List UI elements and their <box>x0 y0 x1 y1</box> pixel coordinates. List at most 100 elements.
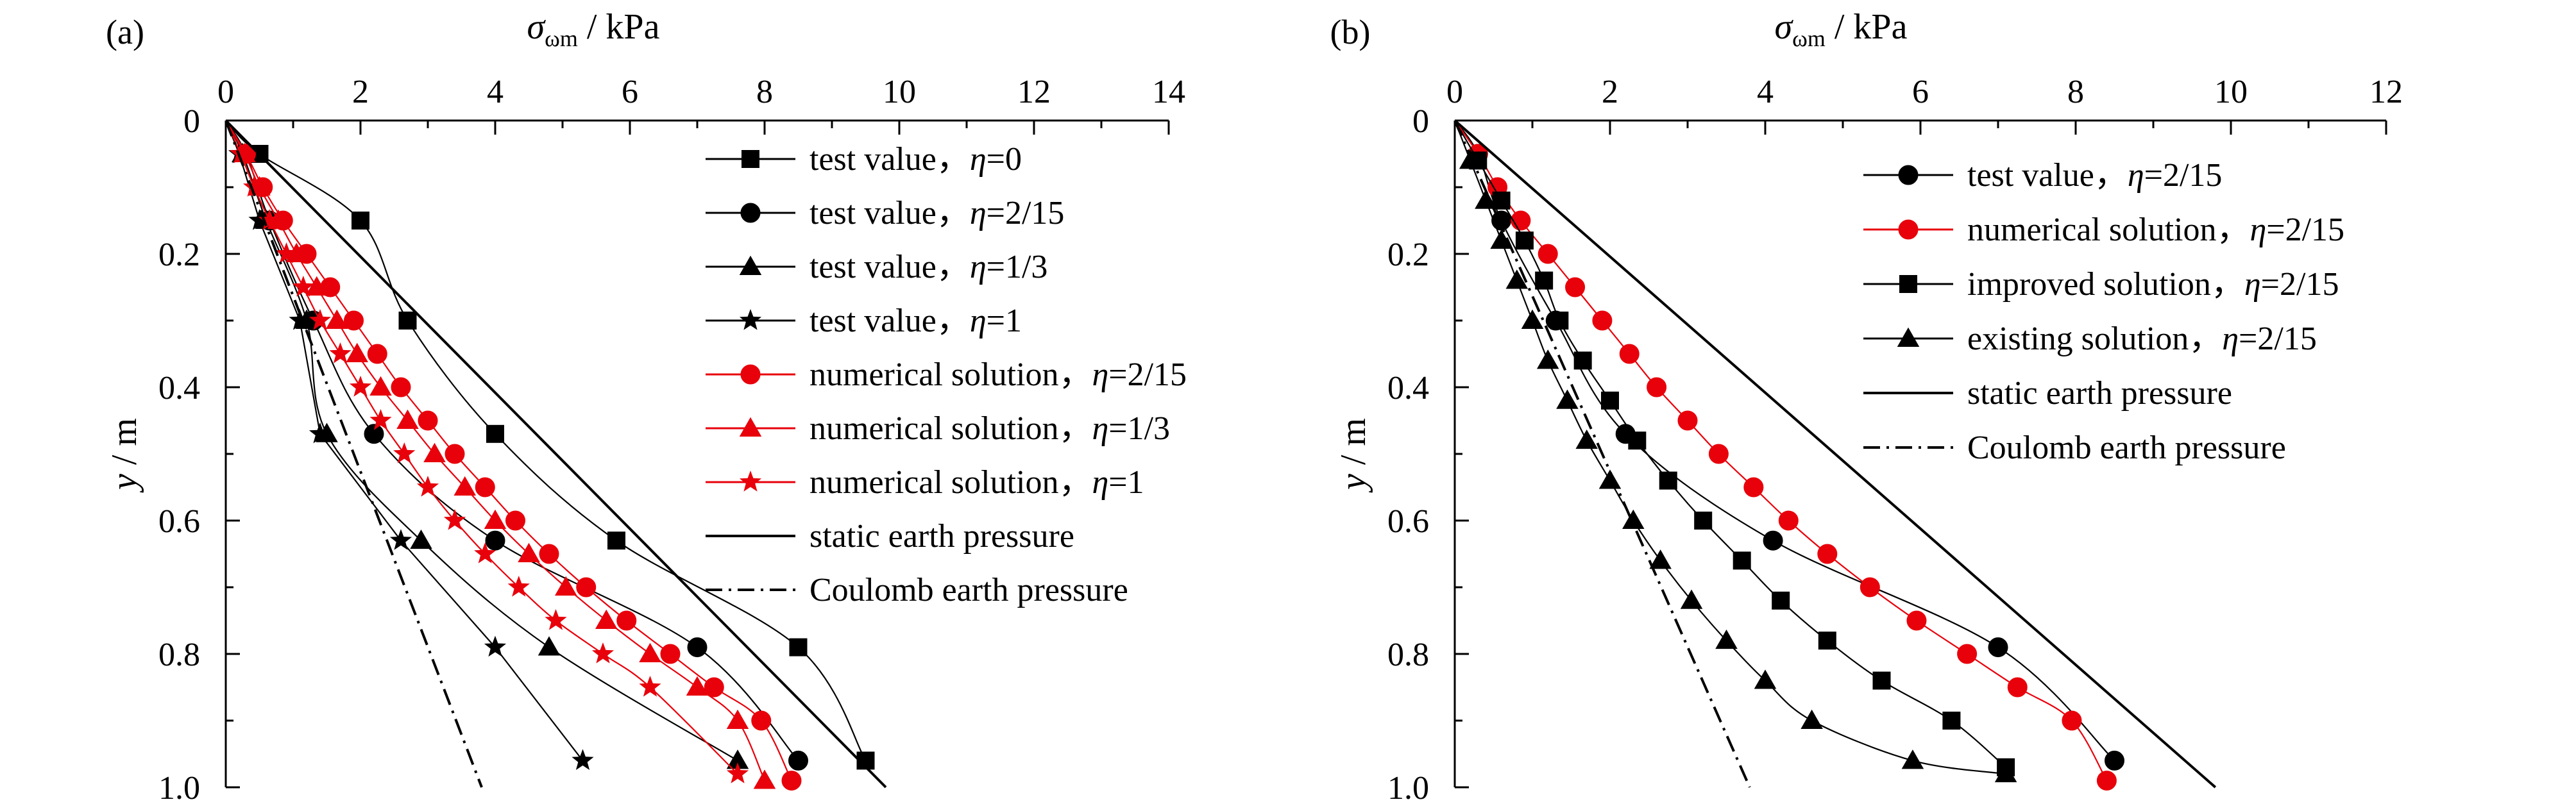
legend-item: Coulomb earth pressure <box>706 572 1128 608</box>
legend-label: Coulomb earth pressure <box>1967 430 2286 466</box>
legend-label: improved solution，η=2/15 <box>1967 266 2339 303</box>
series-line <box>1455 121 2006 774</box>
legend-label: test value，η=0 <box>809 141 1022 178</box>
data-point <box>1772 592 1790 610</box>
data-point <box>1818 544 1837 564</box>
legend-swatch-marker <box>1897 328 1920 347</box>
data-point <box>1958 644 1977 664</box>
data-point <box>506 511 525 530</box>
data-point <box>538 636 561 655</box>
plot-area <box>226 121 886 790</box>
y-tick-label: 0.8 <box>158 637 200 673</box>
data-point <box>555 576 577 596</box>
data-point <box>2008 678 2027 697</box>
y-tick-label: 0.2 <box>158 237 200 273</box>
data-point <box>1860 578 1879 597</box>
legend-label: numerical solution，η=2/15 <box>809 356 1187 393</box>
legend-swatch-marker <box>741 203 760 222</box>
y-tick-label: 0.8 <box>1387 637 1429 673</box>
data-point <box>1538 244 1557 263</box>
data-point <box>1873 672 1891 690</box>
data-point <box>688 638 707 657</box>
data-point <box>790 639 808 656</box>
x-tick-label: 2 <box>352 74 369 110</box>
y-tick-label: 0.4 <box>158 370 200 406</box>
data-point <box>1550 312 1568 330</box>
x-axis-title: σωm / kPa <box>1775 7 1908 51</box>
series-line <box>226 121 738 760</box>
legend-swatch-marker <box>1899 220 1918 239</box>
data-point <box>1744 478 1763 497</box>
legend-label: numerical solution，η=1/3 <box>809 410 1170 447</box>
legend-item: test value，η=1/3 <box>706 249 1047 285</box>
series-static-earth-pressure <box>226 121 886 787</box>
data-point <box>486 531 505 550</box>
figure-canvas: (a) σωm / kPay / m0 2 4 6 8 10 12 1400.20.40.60.… <box>0 0 2576 811</box>
data-point <box>1601 392 1619 410</box>
data-point <box>1521 310 1544 329</box>
legend-item: numerical solution，η=2/15 <box>706 356 1187 393</box>
data-point <box>1593 311 1612 330</box>
data-point <box>508 576 530 597</box>
data-point <box>754 769 776 789</box>
series-line <box>226 121 738 774</box>
data-point <box>1516 231 1534 249</box>
legend-label: test value，η=2/15 <box>809 195 1064 231</box>
legend-swatch-marker <box>740 256 762 275</box>
legend-item: numerical solution，η=2/15 <box>1863 212 2344 248</box>
y-axis-title: y / m <box>105 418 144 493</box>
legend-item: test value，η=2/15 <box>1863 157 2222 194</box>
legend-item: Coulomb earth pressure <box>1863 430 2286 466</box>
data-point <box>1902 749 1924 769</box>
data-point <box>396 410 419 429</box>
data-point <box>1818 631 1836 649</box>
data-point <box>2097 771 2116 790</box>
panel-label: (a) <box>106 13 144 51</box>
y-tick-label: 0.6 <box>1387 503 1429 540</box>
legend-label: numerical solution，η=2/15 <box>1967 212 2344 248</box>
chart-panel-a: (a) σωm / kPa y / m 0 2 4 6 8 10 12 14 0 0.2 0.4 0.6 0.… <box>105 7 1187 807</box>
series-line <box>226 121 886 787</box>
x-tick-label: 8 <box>756 74 773 110</box>
data-point <box>1763 531 1783 550</box>
data-point <box>1733 551 1751 569</box>
y-tick-label: 0.2 <box>1387 237 1429 273</box>
data-point <box>1537 349 1559 369</box>
legend: test value，η=0 test value，η=2/15 test valu… <box>706 141 1187 608</box>
legend-item: numerical solution，η=1 <box>706 464 1144 501</box>
legend-label: static earth pressure <box>1967 375 2232 412</box>
series-coulomb-earth-pressure <box>1455 121 1750 787</box>
data-point <box>352 212 369 230</box>
data-point <box>539 544 559 564</box>
series-test-value-1-3 <box>226 121 749 769</box>
x-tick-label: 10 <box>2214 74 2248 110</box>
data-point <box>1647 378 1666 397</box>
y-tick-label: 0 <box>183 103 200 140</box>
data-point <box>2062 711 2081 730</box>
data-point <box>1575 430 1598 449</box>
data-point <box>417 476 439 497</box>
y-tick-label: 0.4 <box>1387 370 1429 406</box>
legend-item: test value，η=1 <box>706 303 1022 339</box>
data-point <box>2105 751 2124 770</box>
data-point <box>1678 411 1697 430</box>
y-tick-label: 0 <box>1412 103 1429 140</box>
data-point <box>390 529 412 550</box>
data-point <box>661 644 680 664</box>
data-point <box>1659 472 1677 490</box>
data-point <box>607 531 625 549</box>
data-point <box>445 444 464 464</box>
data-point <box>1535 272 1553 290</box>
legend: test value，η=2/15 numerical solution，η=2/… <box>1863 157 2344 466</box>
legend-swatch-marker <box>740 417 762 437</box>
x-tick-label: 0 <box>1446 74 1463 110</box>
legend-swatch-marker <box>740 471 761 492</box>
legend-label: test value，η=1 <box>809 303 1022 339</box>
legend-label: numerical solution，η=1 <box>809 464 1144 501</box>
legend-label: test value，η=2/15 <box>1967 157 2222 194</box>
legend-label: static earth pressure <box>809 518 1074 555</box>
legend-item: test value，η=0 <box>706 141 1022 178</box>
x-tick-label: 10 <box>883 74 916 110</box>
data-point <box>572 749 593 770</box>
series-numerical-solution-2-15 <box>226 121 801 790</box>
